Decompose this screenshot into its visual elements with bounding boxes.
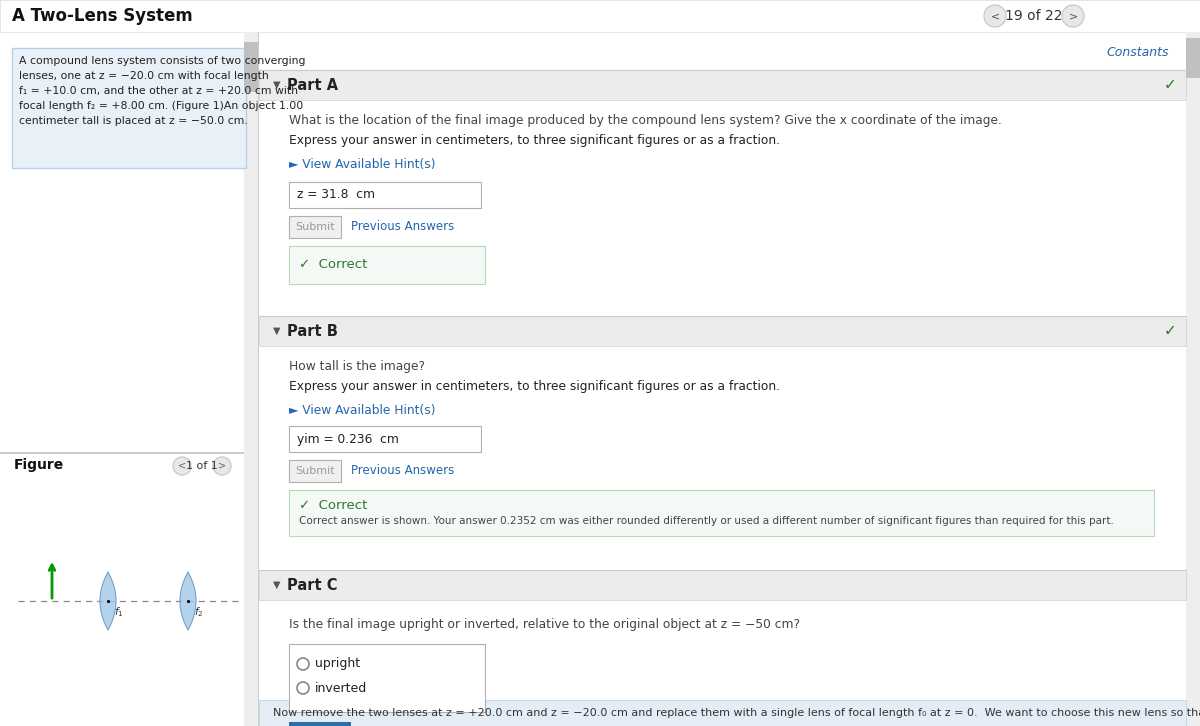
Bar: [289, 722, 352, 726]
Text: <: <: [178, 461, 186, 471]
Text: 19 of 22: 19 of 22: [1006, 9, 1063, 23]
Bar: [289, 644, 485, 712]
Circle shape: [1062, 5, 1084, 27]
Text: z = 31.8  cm: z = 31.8 cm: [298, 189, 374, 202]
Bar: [0, 452, 244, 726]
Text: <: <: [990, 11, 1000, 21]
Bar: [259, 32, 1186, 70]
Bar: [289, 490, 1154, 536]
Text: Constants: Constants: [1106, 46, 1169, 59]
Circle shape: [298, 658, 310, 670]
Bar: [289, 426, 481, 452]
Polygon shape: [100, 572, 116, 630]
Text: How tall is the image?: How tall is the image?: [289, 360, 425, 373]
Text: Part C: Part C: [287, 577, 337, 592]
Text: ▼: ▼: [274, 580, 281, 590]
Text: yim = 0.236  cm: yim = 0.236 cm: [298, 433, 398, 446]
Text: ▼: ▼: [274, 326, 281, 336]
Text: What is the location of the final image produced by the compound lens system? Gi: What is the location of the final image …: [289, 114, 1002, 127]
Text: Is the final image upright or inverted, relative to the original object at z = −: Is the final image upright or inverted, …: [289, 618, 800, 631]
Bar: [289, 246, 485, 284]
Bar: [259, 570, 1186, 600]
Bar: [1186, 38, 1200, 78]
Text: Express your answer in centimeters, to three significant figures or as a fractio: Express your answer in centimeters, to t…: [289, 380, 780, 393]
Bar: [289, 216, 341, 238]
Bar: [289, 182, 481, 208]
Bar: [259, 70, 1186, 100]
Bar: [0, 452, 244, 454]
Text: ✓: ✓: [1164, 324, 1177, 338]
Bar: [259, 32, 1200, 726]
Text: ✓  Correct: ✓ Correct: [299, 499, 367, 512]
Text: upright: upright: [314, 658, 360, 671]
Polygon shape: [180, 572, 196, 630]
Text: $f_2$: $f_2$: [194, 605, 204, 619]
Text: Express your answer in centimeters, to three significant figures or as a fractio: Express your answer in centimeters, to t…: [289, 134, 780, 147]
Bar: [0, 32, 258, 726]
Text: inverted: inverted: [314, 682, 367, 695]
Text: ► View Available Hint(s): ► View Available Hint(s): [289, 158, 436, 171]
Text: Now remove the two lenses at z = +20.0 cm and z = −20.0 cm and replace them with: Now remove the two lenses at z = +20.0 c…: [274, 708, 1200, 718]
Text: ✓  Correct: ✓ Correct: [299, 258, 367, 272]
Text: $f_1$: $f_1$: [114, 605, 124, 619]
Text: Previous Answers: Previous Answers: [352, 221, 455, 234]
Text: Part A: Part A: [287, 78, 338, 92]
Bar: [244, 32, 258, 726]
Circle shape: [214, 457, 230, 475]
Bar: [289, 460, 341, 482]
Text: ▼: ▼: [274, 80, 281, 90]
Text: ✓: ✓: [1164, 78, 1177, 92]
Text: ► View Available Hint(s): ► View Available Hint(s): [289, 404, 436, 417]
Bar: [244, 42, 258, 92]
Circle shape: [984, 5, 1006, 27]
Text: Correct answer is shown. Your answer 0.2352 cm was either rounded differently or: Correct answer is shown. Your answer 0.2…: [299, 516, 1114, 526]
Bar: [259, 316, 1186, 346]
Text: focal length f₂ = +8.00 cm. (Figure 1)An object 1.00: focal length f₂ = +8.00 cm. (Figure 1)An…: [19, 101, 304, 111]
Bar: [12, 48, 246, 168]
Text: >: >: [1068, 11, 1078, 21]
Circle shape: [173, 457, 191, 475]
Text: A compound lens system consists of two converging: A compound lens system consists of two c…: [19, 56, 306, 66]
Text: >: >: [218, 461, 226, 471]
Text: Submit: Submit: [295, 466, 335, 476]
Bar: [259, 346, 1186, 556]
Bar: [1186, 32, 1200, 726]
Bar: [259, 100, 1186, 302]
Bar: [0, 0, 1200, 32]
Text: Figure: Figure: [14, 458, 65, 472]
Text: Previous Answers: Previous Answers: [352, 465, 455, 478]
Text: Part B: Part B: [287, 324, 338, 338]
Circle shape: [298, 682, 310, 694]
Text: Submit: Submit: [295, 222, 335, 232]
Text: centimeter tall is placed at z = −50.0 cm.: centimeter tall is placed at z = −50.0 c…: [19, 116, 247, 126]
Text: f₁ = +10.0 cm, and the other at z = +20.0 cm with: f₁ = +10.0 cm, and the other at z = +20.…: [19, 86, 298, 96]
Bar: [259, 600, 1186, 726]
Text: A Two-Lens System: A Two-Lens System: [12, 7, 193, 25]
Bar: [259, 700, 1186, 726]
Text: 1 of 1: 1 of 1: [186, 461, 218, 471]
Text: lenses, one at z = −20.0 cm with focal length: lenses, one at z = −20.0 cm with focal l…: [19, 71, 269, 81]
